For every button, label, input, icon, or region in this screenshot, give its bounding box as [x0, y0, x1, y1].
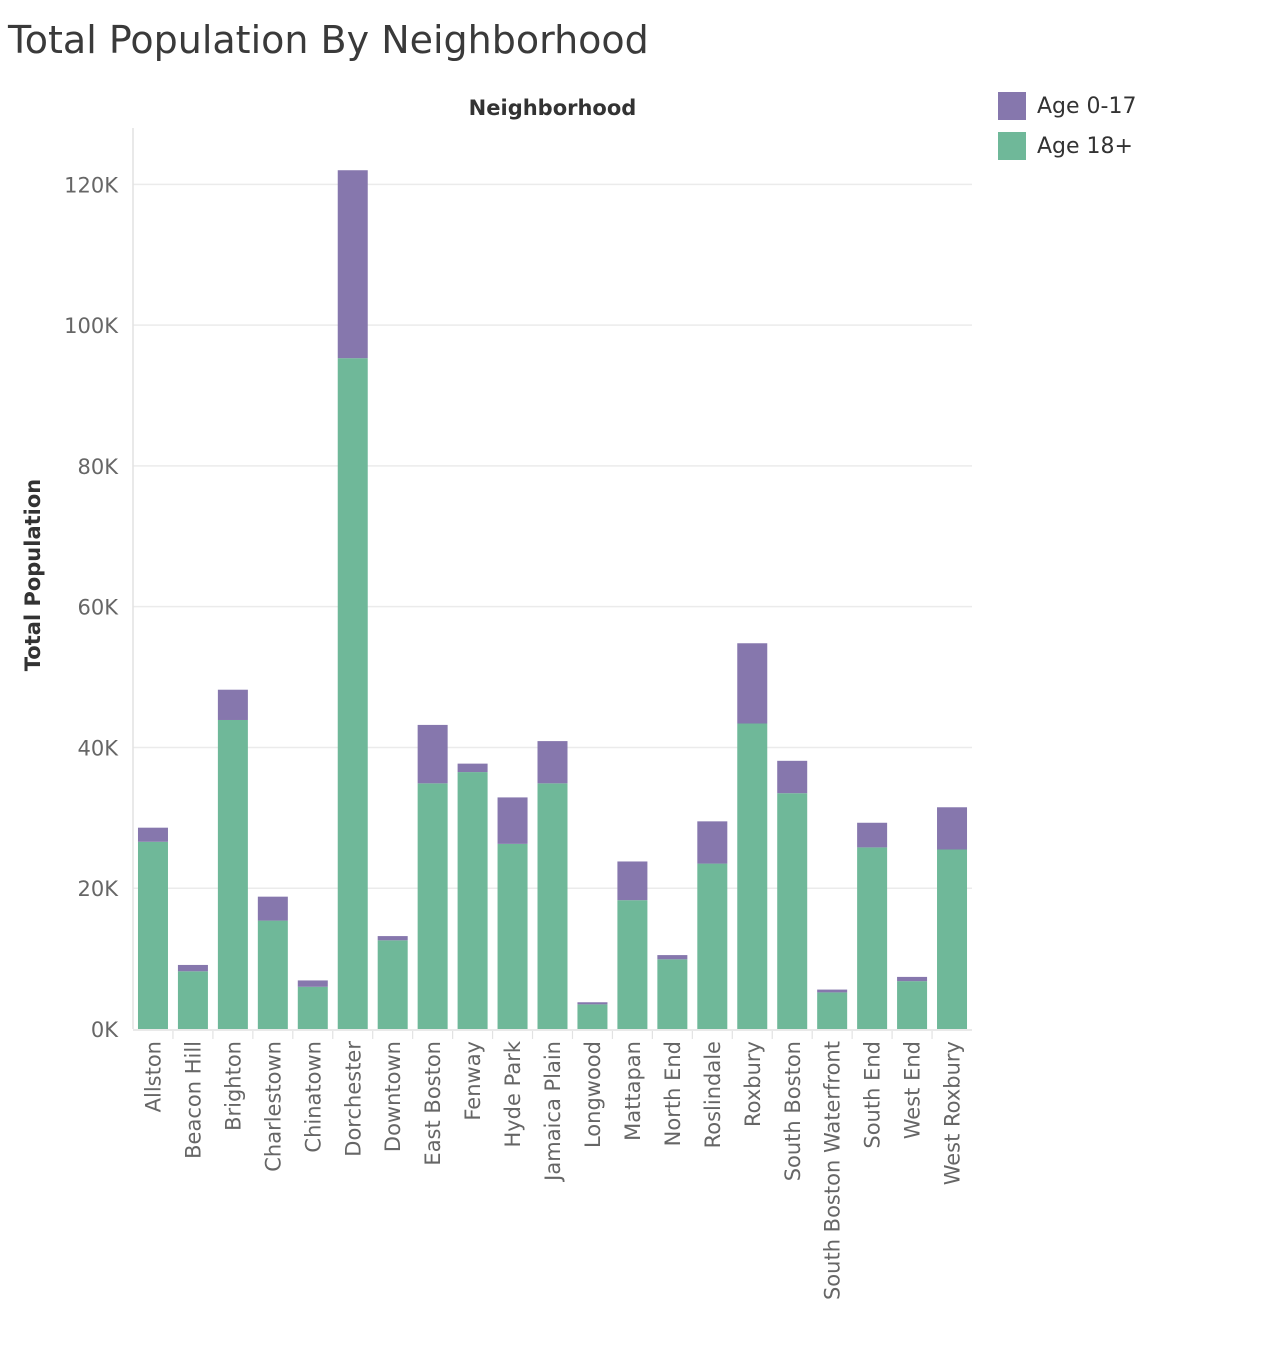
bar-chinatown-age-0-17: [297, 980, 328, 987]
bar-longwood-age-0-17: [577, 1002, 608, 1005]
x-tick-label-dorchester: Dorchester: [341, 1041, 365, 1157]
bar-west-end-age-18: [897, 981, 928, 1029]
bar-charlestown-age-0-17: [257, 896, 288, 921]
y-tick-label: 100K: [64, 314, 119, 338]
bar-west-roxbury-age-18: [937, 849, 968, 1029]
bar-south-boston-waterfront-age-18: [817, 992, 848, 1029]
x-tick-label-chinatown: Chinatown: [301, 1041, 325, 1153]
bar-jamaica-plain-age-0-17: [537, 741, 568, 784]
bar-beacon-hill-age-0-17: [177, 964, 208, 972]
legend-swatch-age-18-plus: [998, 132, 1026, 160]
x-tick-label-brighton: Brighton: [221, 1041, 245, 1131]
x-tick-label-roxbury: Roxbury: [741, 1041, 765, 1127]
bar-jamaica-plain-age-18: [537, 783, 568, 1029]
chart-title: Total Population By Neighborhood: [8, 18, 649, 62]
bar-south-end-age-0-17: [857, 822, 888, 848]
y-tick-label: 120K: [64, 173, 119, 197]
bar-hyde-park-age-18: [497, 843, 528, 1029]
bar-west-end-age-0-17: [897, 976, 928, 982]
bar-south-boston-waterfront-age-0-17: [817, 989, 848, 993]
legend-swatch-age-0-17: [998, 92, 1026, 120]
y-tick-label: 60K: [78, 596, 120, 620]
x-tick-label-south-end: South End: [861, 1041, 885, 1149]
bar-north-end-age-18: [657, 959, 688, 1029]
y-tick-label: 20K: [78, 877, 120, 901]
x-tick-label-north-end: North End: [661, 1041, 685, 1146]
y-axis-title: Total Population: [21, 479, 45, 671]
x-tick-label-south-boston-waterfront: South Boston Waterfront: [821, 1041, 845, 1300]
bar-south-end-age-18: [857, 847, 888, 1029]
x-tick-label-fenway: Fenway: [461, 1041, 485, 1121]
x-tick-label-beacon-hill: Beacon Hill: [181, 1041, 205, 1159]
legend-item-age-18-plus[interactable]: Age 18+: [998, 131, 1136, 161]
bar-roslindale-age-0-17: [697, 821, 728, 864]
bar-fenway-age-0-17: [457, 763, 488, 773]
x-tick-label-downtown: Downtown: [381, 1041, 405, 1152]
bar-fenway-age-18: [457, 772, 488, 1029]
bar-dorchester-age-18: [337, 358, 368, 1029]
bar-mattapan-age-0-17: [617, 861, 648, 901]
legend-label-age-0-17: Age 0-17: [1037, 93, 1137, 119]
bar-west-roxbury-age-0-17: [937, 807, 968, 850]
bar-allston-age-18: [137, 841, 168, 1029]
bar-east-boston-age-0-17: [417, 724, 448, 784]
bar-roxbury-age-0-17: [737, 643, 768, 724]
bar-roslindale-age-18: [697, 863, 728, 1029]
bar-longwood-age-18: [577, 1004, 608, 1029]
y-tick-label: 40K: [78, 736, 120, 760]
legend-item-age-0-17[interactable]: Age 0-17: [998, 91, 1136, 121]
y-tick-label: 0K: [91, 1018, 119, 1042]
bar-beacon-hill-age-18: [177, 971, 208, 1029]
x-axis-ticks: Allston Beacon Hill Brighton Charlestown Chi…: [142, 1040, 965, 1300]
bar-roxbury-age-18: [737, 723, 768, 1029]
legend-label-age-18-plus: Age 18+: [1037, 133, 1133, 159]
x-tick-label-west-end: West End: [901, 1041, 925, 1139]
bar-charlestown-age-18: [257, 920, 288, 1029]
bar-chinatown-age-18: [297, 986, 328, 1029]
bar-north-end-age-0-17: [657, 955, 688, 960]
legend: Age 0-17 Age 18+: [998, 91, 1136, 171]
y-axis-ticks: 0K 20K 40K 60K 80K 100K 120K: [64, 173, 119, 1042]
bar-allston-age-0-17: [137, 827, 168, 842]
x-tick-label-longwood: Longwood: [581, 1041, 605, 1148]
bar-downtown-age-0-17: [377, 936, 408, 941]
bar-dorchester-age-0-17: [337, 170, 368, 359]
x-tick-label-hyde-park: Hyde Park: [501, 1040, 525, 1147]
bar-brighton-age-0-17: [217, 689, 248, 720]
x-tick-label-allston: Allston: [142, 1041, 166, 1112]
x-tick-label-roslindale: Roslindale: [701, 1041, 725, 1148]
bar-south-boston-age-18: [777, 793, 808, 1029]
bars: [137, 170, 968, 1029]
bar-brighton-age-18: [217, 719, 248, 1029]
x-tick-label-west-roxbury: West Roxbury: [941, 1041, 965, 1185]
x-axis-title: Neighborhood: [469, 96, 637, 120]
x-tick-label-south-boston: South Boston: [781, 1041, 805, 1181]
x-tick-label-charlestown: Charlestown: [261, 1041, 285, 1172]
bar-hyde-park-age-0-17: [497, 797, 528, 844]
y-tick-label: 80K: [78, 455, 120, 479]
bar-south-boston-age-0-17: [777, 760, 808, 794]
x-tick-label-mattapan: Mattapan: [621, 1041, 645, 1141]
x-tick-label-jamaica-plain: Jamaica Plain: [541, 1041, 565, 1183]
bar-mattapan-age-18: [617, 900, 648, 1029]
bar-downtown-age-18: [377, 940, 408, 1029]
axes: [132, 128, 972, 1039]
x-tick-label-east-boston: East Boston: [421, 1041, 445, 1166]
bar-east-boston-age-18: [417, 783, 448, 1029]
